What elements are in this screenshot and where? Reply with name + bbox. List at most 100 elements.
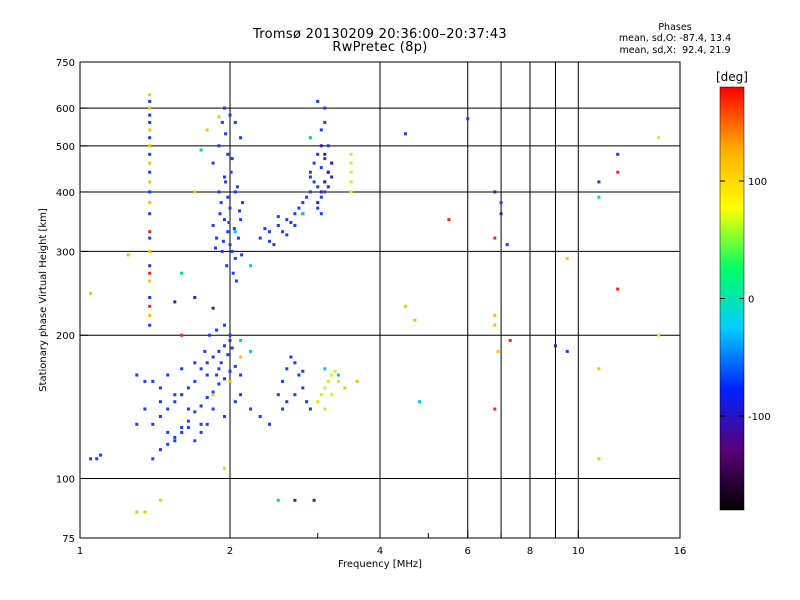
data-point [239,218,243,222]
data-point [135,510,139,514]
data-point [158,448,162,452]
data-point [233,190,237,194]
data-point [312,161,316,165]
data-point [240,253,244,257]
data-point [616,152,620,156]
data-point [499,212,503,216]
data-point [143,407,147,411]
x-tick-label: 10 [572,546,585,557]
data-point [308,136,312,140]
data-point [493,407,497,411]
data-point [148,323,152,327]
data-point [173,439,177,443]
data-point [186,419,190,423]
data-point [319,166,323,170]
data-point [505,243,509,247]
data-point [166,407,170,411]
data-point [148,296,152,299]
data-point [232,227,236,231]
data-point [199,367,203,371]
data-point [219,201,223,205]
data-point [221,239,225,243]
data-point [215,236,219,240]
data-point [657,333,661,337]
data-point [205,396,209,399]
y-tick-label: 100 [56,475,75,486]
data-point [173,435,177,439]
data-point [223,106,226,110]
x-tick-label: 6 [465,546,471,557]
data-point [173,393,177,397]
data-point [293,361,297,365]
data-point [336,379,340,383]
data-point [657,136,661,140]
data-point [230,157,234,161]
data-point [330,373,334,377]
data-point [319,393,323,397]
data-point [493,190,497,194]
data-point [135,422,139,426]
data-point [217,349,221,353]
data-point [268,230,271,234]
data-point [323,367,327,371]
data-point [326,144,330,148]
data-point [89,291,93,295]
data-point [233,364,237,368]
data-point [272,243,276,247]
data-point [148,152,152,156]
data-point [226,152,230,156]
data-point [180,271,184,275]
data-point [230,249,234,253]
data-point [180,333,184,337]
data-point [158,415,162,418]
data-point [158,386,162,390]
data-point [180,367,184,371]
data-point [276,498,280,502]
x-axis-label: Frequency [MHz] [338,559,422,570]
data-point [285,218,289,222]
y-axis: 75 100 200 300 400 500 600 750 [56,58,88,545]
data-point [349,161,353,165]
data-point [148,161,152,165]
data-point [217,367,221,371]
data-point [404,132,407,136]
data-point [249,264,253,268]
data-point [316,400,320,404]
data-point [343,386,347,390]
data-point [151,422,155,426]
data-point [223,344,226,348]
data-point [281,379,285,383]
colorbar-label: [deg] [716,70,748,84]
data-point [148,201,152,205]
data-point [215,328,219,332]
data-point [616,287,620,291]
data-point [203,349,207,353]
data-point [301,386,305,390]
data-point [330,393,334,397]
data-point [180,426,184,429]
data-point [349,152,353,156]
data-point [193,296,197,299]
data-point [211,393,215,397]
colorbar-tick-label: -100 [748,412,771,423]
data-point [316,152,320,156]
data-point [418,400,421,404]
data-point [211,390,215,394]
data-point [239,339,243,342]
data-point [323,120,327,124]
data-point [148,264,152,268]
data-point [230,346,234,350]
data-point [199,148,203,152]
data-point [508,339,512,342]
data-point [148,230,152,234]
data-point [208,333,212,337]
data-point [319,144,323,148]
data-point [166,442,170,446]
data-point [316,99,320,103]
data-point [220,249,224,253]
data-point [89,457,93,461]
data-point [281,230,285,234]
data-point [238,209,241,213]
x-tick-label: 4 [377,546,383,557]
